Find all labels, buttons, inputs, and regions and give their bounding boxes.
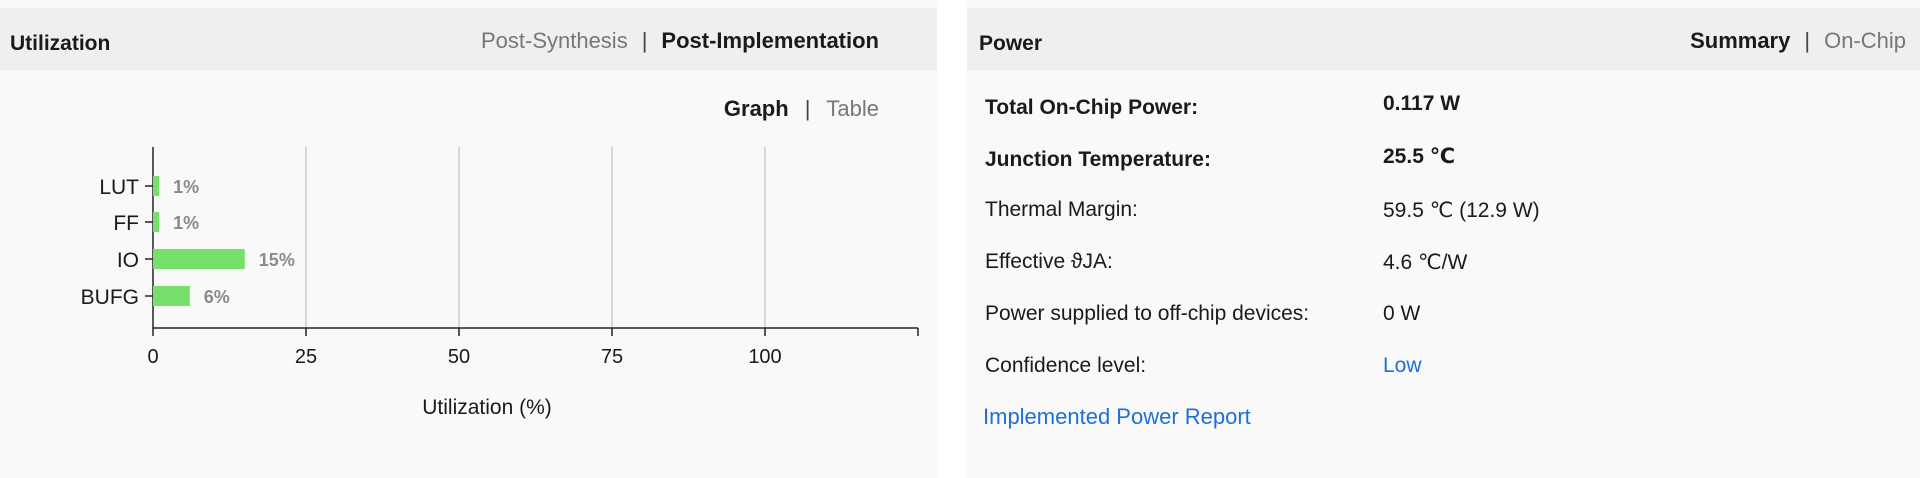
utilization-panel: Utilization Post-Synthesis | Post-Implemen…: [0, 0, 937, 478]
tab-post-synthesis[interactable]: Post-Synthesis: [480, 28, 628, 53]
x-tick-label-100: 100: [748, 346, 781, 368]
row-junction-temperature: Junction Temperature: 25.5 ℃: [985, 145, 1885, 178]
power-panel: Power Summary | On-Chip Total On-Chip Powe…: [967, 0, 1920, 478]
x-tick-label-75: 75: [601, 346, 623, 368]
junction-temperature-value: 25.5 ℃: [1383, 145, 1456, 168]
bar-lut: [153, 176, 160, 196]
off-chip-power-value: 0 W: [1383, 302, 1421, 325]
utilization-header-tabs: Post-Synthesis | Post-Implementation: [481, 28, 879, 54]
utilization-header: Utilization Post-Synthesis | Post-Implemen…: [0, 8, 937, 70]
bar-ff: [153, 212, 160, 232]
power-header: Power Summary | On-Chip: [967, 8, 1920, 70]
effective-theta-ja-value: 4.6 ℃/W: [1383, 251, 1468, 274]
row-thermal-margin: Thermal Margin: 59.5 ℃ (12.9 W): [985, 198, 1885, 228]
utilization-title: Utilization: [10, 32, 111, 55]
row-effective-theta-ja: Effective ϑJA: 4.6 ℃/W: [985, 250, 1885, 280]
x-axis-label: Utilization (%): [422, 396, 552, 419]
tab-graph[interactable]: Graph: [723, 96, 789, 121]
data-label-io: 15%: [259, 250, 295, 270]
data-label-lut: 1%: [173, 177, 199, 197]
effective-theta-ja-label: Effective ϑJA:: [985, 250, 1113, 273]
data-label-bufg: 6%: [204, 287, 230, 307]
tab-table[interactable]: Table: [826, 96, 879, 121]
data-label-ff: 1%: [173, 213, 199, 233]
implemented-power-report-link[interactable]: Implemented Power Report: [983, 404, 1251, 429]
y-tick-label-bufg: BUFG: [81, 286, 139, 309]
tab-separator: |: [641, 28, 648, 53]
bar-bufg: [153, 286, 190, 306]
thermal-margin-value: 59.5 ℃ (12.9 W): [1383, 199, 1540, 222]
bar-io: [153, 249, 245, 269]
utilization-view-tabs: Graph | Table: [724, 96, 879, 122]
confidence-level-link[interactable]: Low: [1383, 354, 1422, 377]
tab-on-chip[interactable]: On-Chip: [1824, 28, 1906, 53]
row-total-on-chip-power: Total On-Chip Power: 0.117 W: [985, 92, 1885, 126]
y-tick-label-ff: FF: [113, 212, 139, 235]
utilization-bar-chart: 0 25 50 75 100 Utilization (%) LUT 1% FF 1% IO 15% B…: [81, 147, 919, 419]
power-title: Power: [979, 32, 1043, 55]
confidence-level-label: Confidence level:: [985, 354, 1147, 377]
y-tick-label-lut: LUT: [99, 176, 139, 199]
y-tick-label-io: IO: [117, 249, 139, 272]
x-tick-label-50: 50: [448, 346, 470, 368]
junction-temperature-label: Junction Temperature:: [985, 148, 1211, 171]
tab-separator: |: [1804, 28, 1811, 53]
thermal-margin-label: Thermal Margin:: [985, 198, 1138, 221]
power-header-tabs: Summary | On-Chip: [1690, 28, 1906, 54]
off-chip-power-label: Power supplied to off-chip devices:: [985, 302, 1310, 325]
row-off-chip-power: Power supplied to off-chip devices: 0 W: [985, 302, 1885, 332]
row-confidence-level: Confidence level: Low: [985, 354, 1885, 384]
tab-summary[interactable]: Summary: [1690, 28, 1791, 53]
tab-separator: |: [804, 96, 811, 121]
total-on-chip-power-label: Total On-Chip Power:: [985, 96, 1199, 119]
tab-post-implementation[interactable]: Post-Implementation: [661, 28, 879, 53]
total-on-chip-power-value: 0.117 W: [1383, 92, 1461, 115]
x-tick-label-25: 25: [295, 346, 317, 368]
x-tick-label-0: 0: [147, 346, 158, 368]
